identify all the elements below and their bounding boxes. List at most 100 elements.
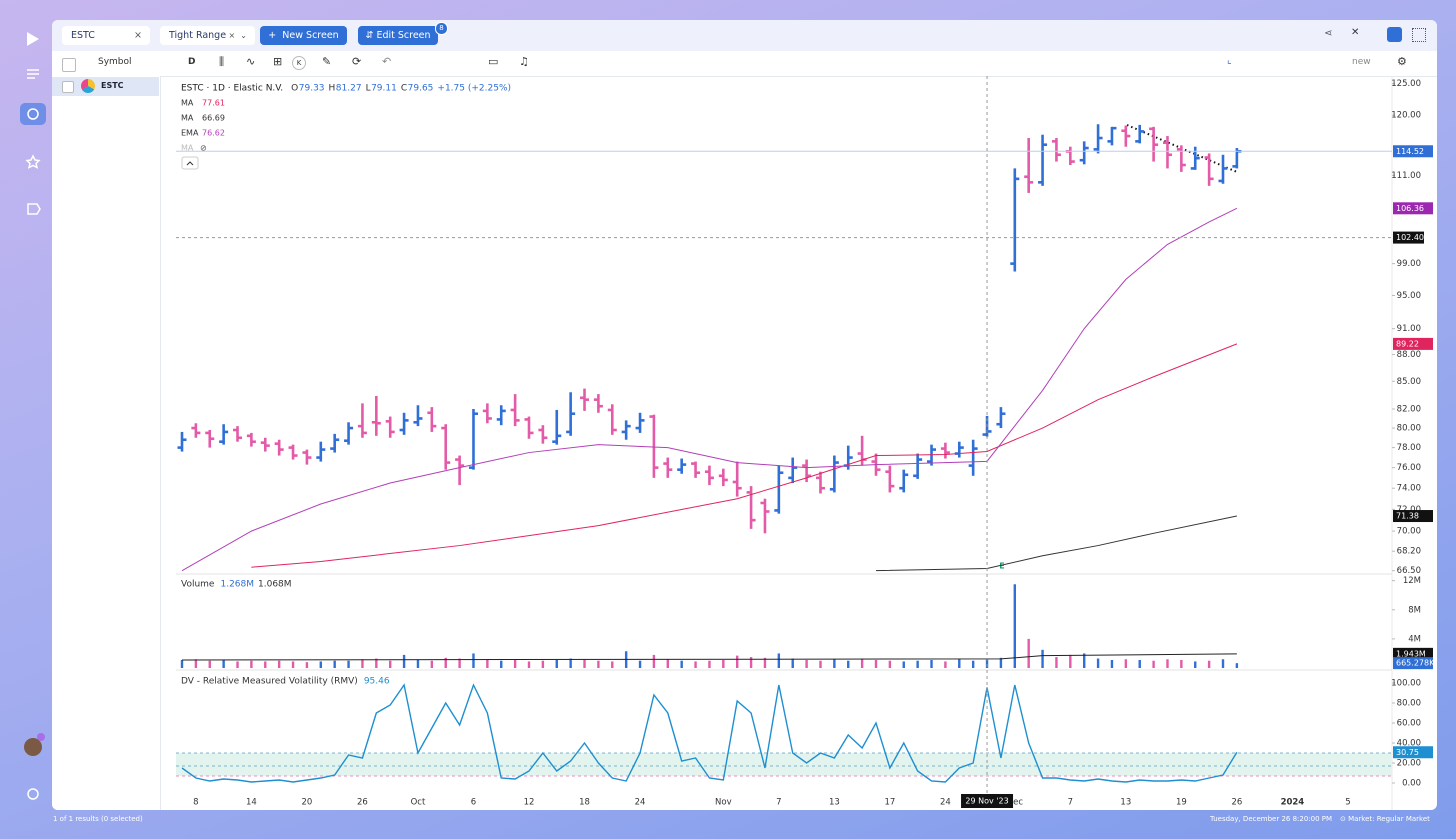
list-view-button[interactable] (1387, 27, 1402, 42)
crosshair-date-bg (961, 794, 1014, 808)
volume-bar (402, 654, 406, 668)
volume-bar (597, 660, 600, 668)
templates[interactable]: ⊞ (273, 55, 283, 68)
axis-label-bg (1393, 202, 1433, 215)
undo[interactable]: ↶ (382, 55, 392, 68)
legend-value: 66.69 (202, 114, 225, 123)
logo (27, 32, 39, 46)
legend-value: 77.61 (202, 99, 225, 108)
y-tick-label: 68.20 (1397, 547, 1421, 557)
active-nav[interactable] (20, 103, 46, 125)
volume-bar (389, 660, 392, 668)
close-icon[interactable]: × (134, 30, 142, 41)
share-button[interactable]: ⋖ (1324, 28, 1333, 39)
volume-bar (180, 659, 184, 668)
volume-bar (930, 659, 933, 668)
x-tick-label: 17 (884, 798, 895, 808)
volume-bar (1041, 649, 1044, 668)
checkbox[interactable] (62, 58, 76, 72)
volume-bar (1152, 660, 1155, 668)
button-label: New Screen (282, 30, 339, 41)
legend-item: +1.75 (+2.25%) (437, 84, 511, 94)
x-tick-label: 24 (940, 798, 951, 808)
snapshot[interactable]: ▭ (488, 55, 499, 68)
legend-item: 1.068M (258, 580, 292, 590)
edit-screen-button[interactable]: ⇵ Edit Screen (358, 26, 438, 45)
tab-controls[interactable]: × ⌄ (228, 31, 248, 40)
star-icon[interactable] (25, 154, 41, 169)
watchlist-row[interactable]: ESTC (52, 77, 159, 96)
x-tick-label: 19 (1176, 798, 1187, 808)
draw[interactable]: ✎ (322, 55, 332, 68)
chart-mode[interactable]: ⌞ (1227, 55, 1232, 66)
eye-icon: ⊘ (200, 144, 207, 153)
volume-bar (347, 660, 350, 668)
volume-bar (291, 661, 295, 668)
axis-label: 71.38 (1396, 512, 1419, 521)
y-tick-label: 12M (1403, 576, 1421, 586)
volume-bar (763, 657, 767, 668)
x-tick-label: 13 (1120, 798, 1131, 808)
avatar[interactable] (24, 738, 42, 756)
axis-label-bg (1393, 145, 1433, 158)
volume-bar (444, 657, 447, 668)
volume-bar (458, 658, 461, 668)
y-tick-label: 88.00 (1397, 350, 1421, 360)
volume-bar (1055, 657, 1058, 668)
legend-item: 79.11 (371, 84, 397, 94)
indicators[interactable]: ∿ (246, 55, 256, 68)
symbol-logo (81, 79, 95, 93)
x-button[interactable]: ✕ (1351, 27, 1360, 38)
y-tick-label: 91.00 (1397, 324, 1421, 334)
volume-bar (1235, 663, 1239, 668)
flag-icon[interactable] (27, 203, 41, 215)
y-tick-label: 8M (1408, 605, 1421, 615)
volume-bar (666, 659, 669, 668)
axis-label: 30.75 (1396, 748, 1419, 757)
new-screen-button[interactable]: + New Screen (260, 26, 347, 45)
collapse-button[interactable] (181, 156, 199, 170)
tab[interactable]: ESTC × (62, 26, 150, 45)
volume-bar (472, 653, 475, 668)
layout-name[interactable]: new (1352, 57, 1371, 67)
volume-bar (569, 658, 572, 668)
tab[interactable]: Tight Range × ⌄ (160, 26, 255, 45)
refresh[interactable]: ⟳ (352, 55, 362, 68)
alerts[interactable]: ♫ (519, 55, 529, 68)
volume-bar (819, 660, 822, 668)
volume-bar (888, 660, 892, 668)
volume-bar (236, 661, 239, 668)
grid-view-button[interactable] (1412, 28, 1426, 42)
badge: 8 (435, 22, 448, 35)
volume-bar (971, 660, 975, 668)
help-icon[interactable] (27, 788, 39, 800)
y-tick-label: 74.00 (1397, 484, 1421, 494)
y-tick-label: 60.00 (1397, 719, 1421, 729)
legend-name: EMA (181, 129, 199, 138)
y-tick-label: 0.00 (1402, 779, 1421, 789)
volume-bar (874, 659, 878, 668)
axis-label-bg (1393, 746, 1433, 759)
legend-item: O (291, 84, 298, 94)
volume-bar (638, 660, 642, 668)
axis-label-bg (1393, 647, 1433, 660)
symbol-header[interactable]: Symbol (98, 57, 132, 67)
earnings-marker[interactable]: E (999, 562, 1004, 571)
checkbox[interactable] (62, 81, 74, 93)
indicator-line (181, 207, 1238, 572)
volume-bar (583, 659, 586, 668)
symbol[interactable]: ESTC (101, 81, 124, 90)
volume-bar (1194, 661, 1197, 668)
volume-bar (1083, 653, 1086, 668)
volume-bar (611, 661, 614, 668)
screener-icon[interactable] (27, 108, 39, 120)
x-tick-label: 26 (1231, 798, 1242, 808)
volume-bar (250, 660, 253, 668)
k-button[interactable]: K (292, 56, 306, 70)
x-tick-label: 18 (579, 798, 590, 808)
volume-bar (208, 660, 211, 668)
menu-icon[interactable] (27, 69, 39, 79)
interval[interactable]: D (188, 57, 196, 67)
bar-type[interactable]: ⫼ (219, 55, 225, 68)
settings[interactable]: ⚙ (1397, 55, 1407, 68)
